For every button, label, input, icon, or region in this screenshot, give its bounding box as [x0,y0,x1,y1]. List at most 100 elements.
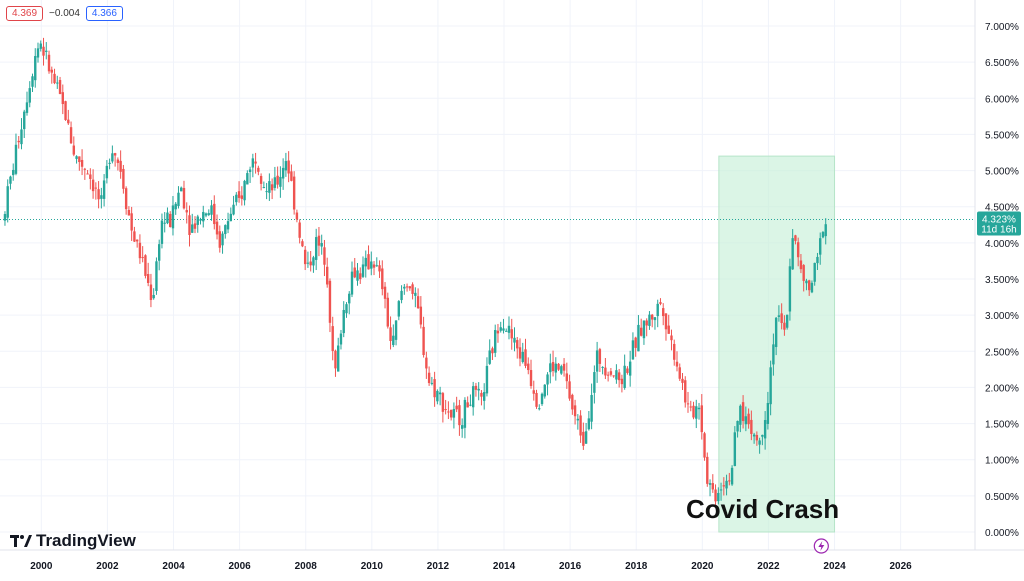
candle-body [6,186,9,218]
y-tick-label: 6.000% [985,94,1019,105]
candle-body [375,265,378,267]
candle-body [213,203,216,225]
candle-body [507,325,511,333]
candle-body [180,187,183,192]
candle-body [348,293,351,304]
candle-body [28,88,31,103]
candle-body [105,165,109,179]
current-price-tag [977,211,1021,236]
candle-body [254,161,257,164]
candle-body [334,350,337,369]
close-value-badge: 4.366 [85,6,123,21]
candle-body [780,313,783,324]
candle-body [477,388,480,391]
candle-body [364,257,367,267]
candle-body [309,261,312,266]
candle-body [328,280,332,323]
candle-body [436,390,439,402]
candle-body [449,409,453,418]
candle-body [50,69,53,73]
candle-body [124,188,128,210]
candle-body [488,350,491,364]
candle-body [560,366,563,374]
candle-body [502,328,505,331]
candle-body [361,264,365,277]
candle-body [761,434,764,437]
candle-body [769,367,772,405]
candle-body [562,363,566,371]
candle-body [403,286,406,289]
lightning-glyph [818,541,825,551]
candle-body [777,315,781,317]
candle-body [370,261,373,269]
candle-body [510,329,513,339]
candle-body [58,80,62,94]
candle-body [303,249,307,265]
candle-body [39,43,42,49]
candle-body [25,102,29,113]
candle-body [807,280,811,291]
candle-body [9,176,12,184]
candle-body [416,296,420,309]
candle-body [788,266,792,312]
candle-body [733,432,737,467]
candle-body [549,363,552,373]
candle-body [20,129,23,145]
candle-body [97,189,100,200]
x-tick-label: 2014 [493,561,516,572]
candle-body [133,231,136,242]
candle-body [265,191,268,193]
candle-body [546,374,549,385]
candle-body [75,156,78,159]
y-tick-label: 5.000% [985,167,1019,178]
candle-body [372,264,376,268]
x-tick-label: 2026 [890,561,913,572]
candle-body [116,159,120,163]
candle-body [587,418,591,430]
candle-body [728,480,731,482]
candle-body [565,373,569,382]
candle-body [700,405,703,433]
candle-body [246,173,249,185]
candle-body [23,111,26,130]
candle-body [711,483,714,490]
candle-body [463,399,467,428]
candle-body [331,326,334,352]
candle-body [783,322,786,330]
candle-body [752,434,756,437]
candle-body [626,368,629,373]
candle-body [645,320,648,326]
candle-body [171,205,175,229]
candle-body [314,237,318,260]
candle-body [279,176,282,187]
candle-body [281,167,285,179]
candle-body [42,46,45,56]
y-tick-label: 2.500% [985,347,1019,358]
candle-body [722,485,726,487]
candle-body [295,212,299,220]
candle-body [45,50,48,52]
ohlc-header: 4.369 −0.004 4.366 [6,6,123,21]
candle-body [127,209,131,216]
x-tick-label: 2006 [228,561,251,572]
candle-body [419,306,423,325]
candle-body [174,203,177,210]
y-tick-label: 4.000% [985,239,1019,250]
candle-body [485,365,489,394]
candle-body [215,221,219,235]
candle-body [188,215,191,235]
candle-body [207,213,210,215]
x-tick-label: 2020 [691,561,714,572]
candle-body [717,492,720,502]
x-tick-label: 2022 [757,561,780,572]
candle-body [516,340,519,349]
candle-body [496,330,500,334]
candle-body [772,344,775,365]
tradingview-brand: TradingView [36,531,136,550]
candle-body [301,241,304,247]
candle-body [662,308,665,317]
candle-body [744,416,748,425]
candle-body [766,402,770,424]
candle-body [292,176,296,210]
